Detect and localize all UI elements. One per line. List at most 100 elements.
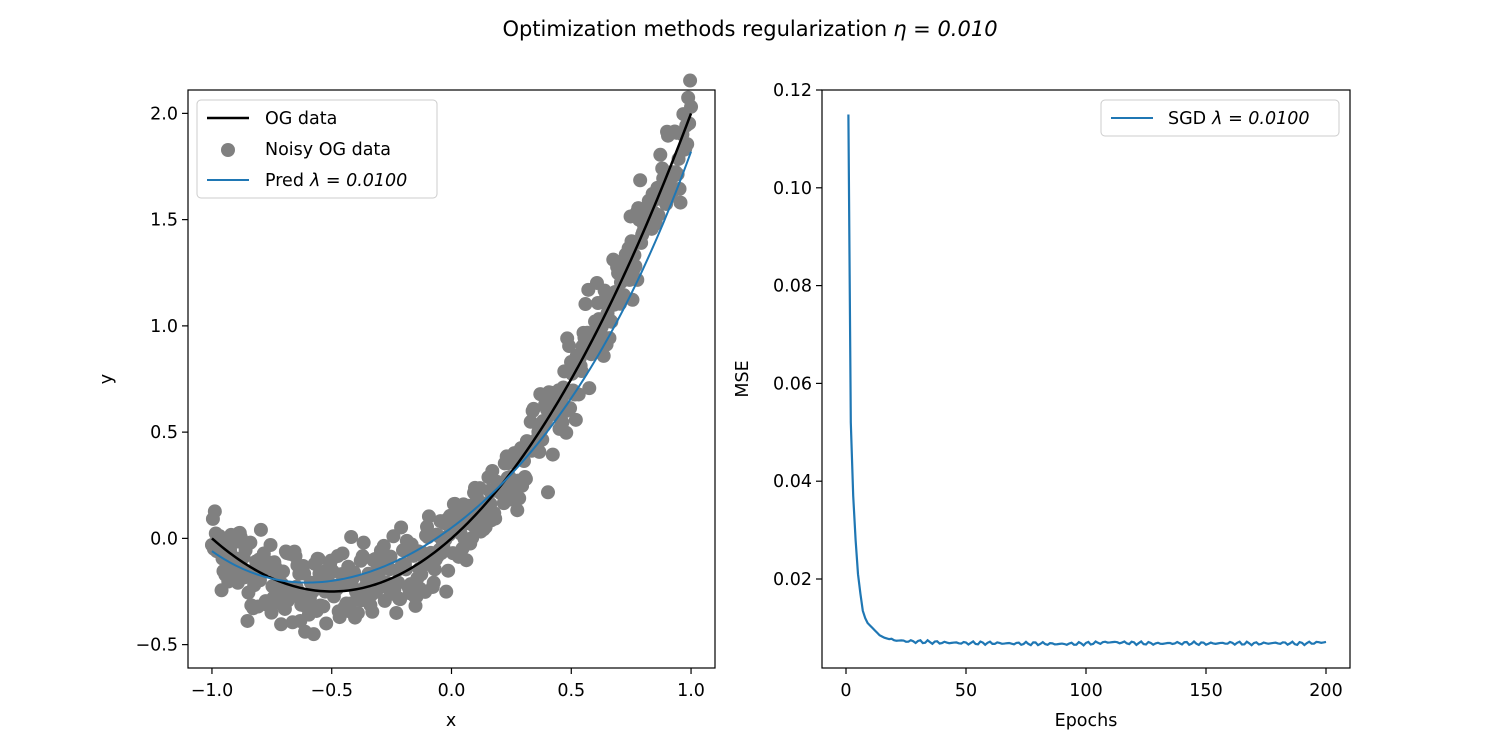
right-legend-box <box>1100 99 1340 137</box>
right-y-tick-label: 0.06 <box>773 374 812 394</box>
noisy-data-point <box>540 485 555 500</box>
right-x-tick-label: 50 <box>955 681 977 701</box>
right-y-tick-label: 0.04 <box>773 472 812 492</box>
noisy-data-point <box>441 563 456 578</box>
noisy-data-point <box>316 599 331 614</box>
noisy-data-point <box>684 99 699 114</box>
right-y-axis-label: MSE <box>733 360 753 397</box>
left-y-axis-label: y <box>97 374 117 384</box>
left-plot-area <box>204 73 699 642</box>
noisy-data-point <box>376 538 391 553</box>
noisy-data-point <box>653 147 668 162</box>
figure-title-math: η = 0.010 <box>893 17 997 41</box>
noisy-data-point <box>512 491 527 506</box>
noisy-data-point <box>264 605 279 620</box>
right-plot-area <box>847 114 1327 647</box>
noisy-data-point <box>350 605 365 620</box>
noisy-data-point <box>485 463 500 478</box>
noisy-data-point <box>559 425 574 440</box>
noisy-data-point <box>335 546 350 561</box>
noisy-data-point <box>568 412 583 427</box>
legend-handle-noisy-data <box>221 143 235 157</box>
sgd-mse-line <box>847 114 1327 647</box>
noisy-data-point <box>240 613 255 628</box>
right-y-tick-label: 0.10 <box>773 179 812 199</box>
noisy-data-point <box>306 627 321 642</box>
legend-label-og-data: OG data <box>265 109 337 129</box>
noisy-data-point <box>356 535 371 550</box>
noisy-data-point <box>488 511 503 526</box>
noisy-data-point <box>532 444 547 459</box>
noisy-data-point <box>633 173 648 188</box>
noisy-data-point <box>683 73 698 88</box>
noisy-data-point <box>421 509 436 524</box>
legend-label-pred-prefix: Pred <box>265 171 304 191</box>
pred-line <box>211 151 692 584</box>
noisy-data-point <box>578 297 593 312</box>
noisy-data-point <box>510 503 525 518</box>
noisy-data-point <box>243 535 258 550</box>
noisy-data-point <box>274 617 289 632</box>
left-y-tick-label: 2.0 <box>150 104 178 124</box>
noisy-data-point <box>394 520 409 535</box>
legend-label-sgd: SGD λ = 0.0100 <box>1168 109 1310 129</box>
noisy-data-point <box>628 259 643 274</box>
figure-title-text: Optimization methods regularization <box>502 17 887 41</box>
left-y-tick-label: 0.0 <box>150 529 178 549</box>
right-x-tick-label: 0 <box>840 681 851 701</box>
noisy-data-point <box>391 575 406 590</box>
left-y-tick-label: 1.5 <box>150 211 178 231</box>
noisy-data-point <box>545 447 560 462</box>
noisy-data-point <box>389 605 404 620</box>
right-y-tick-label: 0.12 <box>773 81 812 101</box>
right-x-tick-label: 200 <box>1309 681 1342 701</box>
left-x-tick-label: −0.5 <box>310 681 353 701</box>
left-x-ticks: −1.0 −0.5 0.0 0.5 1.0 <box>191 668 705 701</box>
noisy-data-point <box>263 538 278 553</box>
right-legend: SGD λ = 0.0100 <box>1100 99 1340 137</box>
right-x-tick-label: 100 <box>1069 681 1102 701</box>
right-y-tick-label: 0.02 <box>773 570 812 590</box>
noisy-data-point <box>680 137 695 152</box>
left-x-tick-label: −1.0 <box>191 681 234 701</box>
left-x-tick-label: 0.0 <box>438 681 466 701</box>
legend-label-sgd-math: λ = 0.0100 <box>1211 109 1309 129</box>
left-legend-box <box>196 99 438 199</box>
noisy-data-point <box>383 549 398 564</box>
og-data-line <box>211 112 693 593</box>
figure-title: Optimization methods regularization η = 0… <box>502 17 997 41</box>
right-axes: 0 50 100 150 200 0.02 0.04 0.06 0.08 0.10 0.12 Ep… <box>733 81 1351 731</box>
legend-label-sgd-prefix: SGD <box>1168 109 1206 129</box>
noisy-data-point <box>253 522 268 537</box>
noisy-data-point <box>426 575 441 590</box>
noisy-data-point <box>459 553 474 568</box>
left-x-axis-label: x <box>446 711 456 731</box>
noisy-data-point <box>582 381 597 396</box>
right-x-axis-label: Epochs <box>1055 711 1118 731</box>
right-y-ticks: 0.02 0.04 0.06 0.08 0.10 0.12 <box>773 81 822 590</box>
left-x-tick-label: 0.5 <box>557 681 585 701</box>
right-x-ticks: 0 50 100 150 200 <box>840 668 1343 701</box>
left-axes: −1.0 −0.5 0.0 0.5 1.0 −0.50.00.51.01.52.0 x … <box>97 73 716 731</box>
noisy-data-point <box>319 616 334 631</box>
legend-label-pred-math: λ = 0.0100 <box>309 171 407 191</box>
noisy-data-point <box>207 504 222 519</box>
left-y-tick-label: 1.0 <box>150 317 178 337</box>
noisy-data-point <box>365 604 380 619</box>
left-y-tick-label: −0.5 <box>136 636 179 656</box>
noisy-data-point <box>439 584 454 599</box>
noisy-data-point <box>523 414 538 429</box>
noisy-data-point <box>420 519 435 534</box>
noisy-data-point <box>518 471 533 486</box>
noisy-data-point <box>344 529 359 544</box>
left-legend: OG data Noisy OG data Pred λ = 0.0100 <box>196 99 438 199</box>
noisy-data-point <box>311 552 326 567</box>
legend-label-noisy-data: Noisy OG data <box>265 140 391 160</box>
noisy-data-point <box>562 339 577 354</box>
noisy-data-point <box>526 401 541 416</box>
right-x-tick-label: 150 <box>1189 681 1222 701</box>
legend-label-pred: Pred λ = 0.0100 <box>265 171 407 191</box>
noisy-data-point <box>355 549 370 564</box>
left-y-tick-label: 0.5 <box>150 423 178 443</box>
